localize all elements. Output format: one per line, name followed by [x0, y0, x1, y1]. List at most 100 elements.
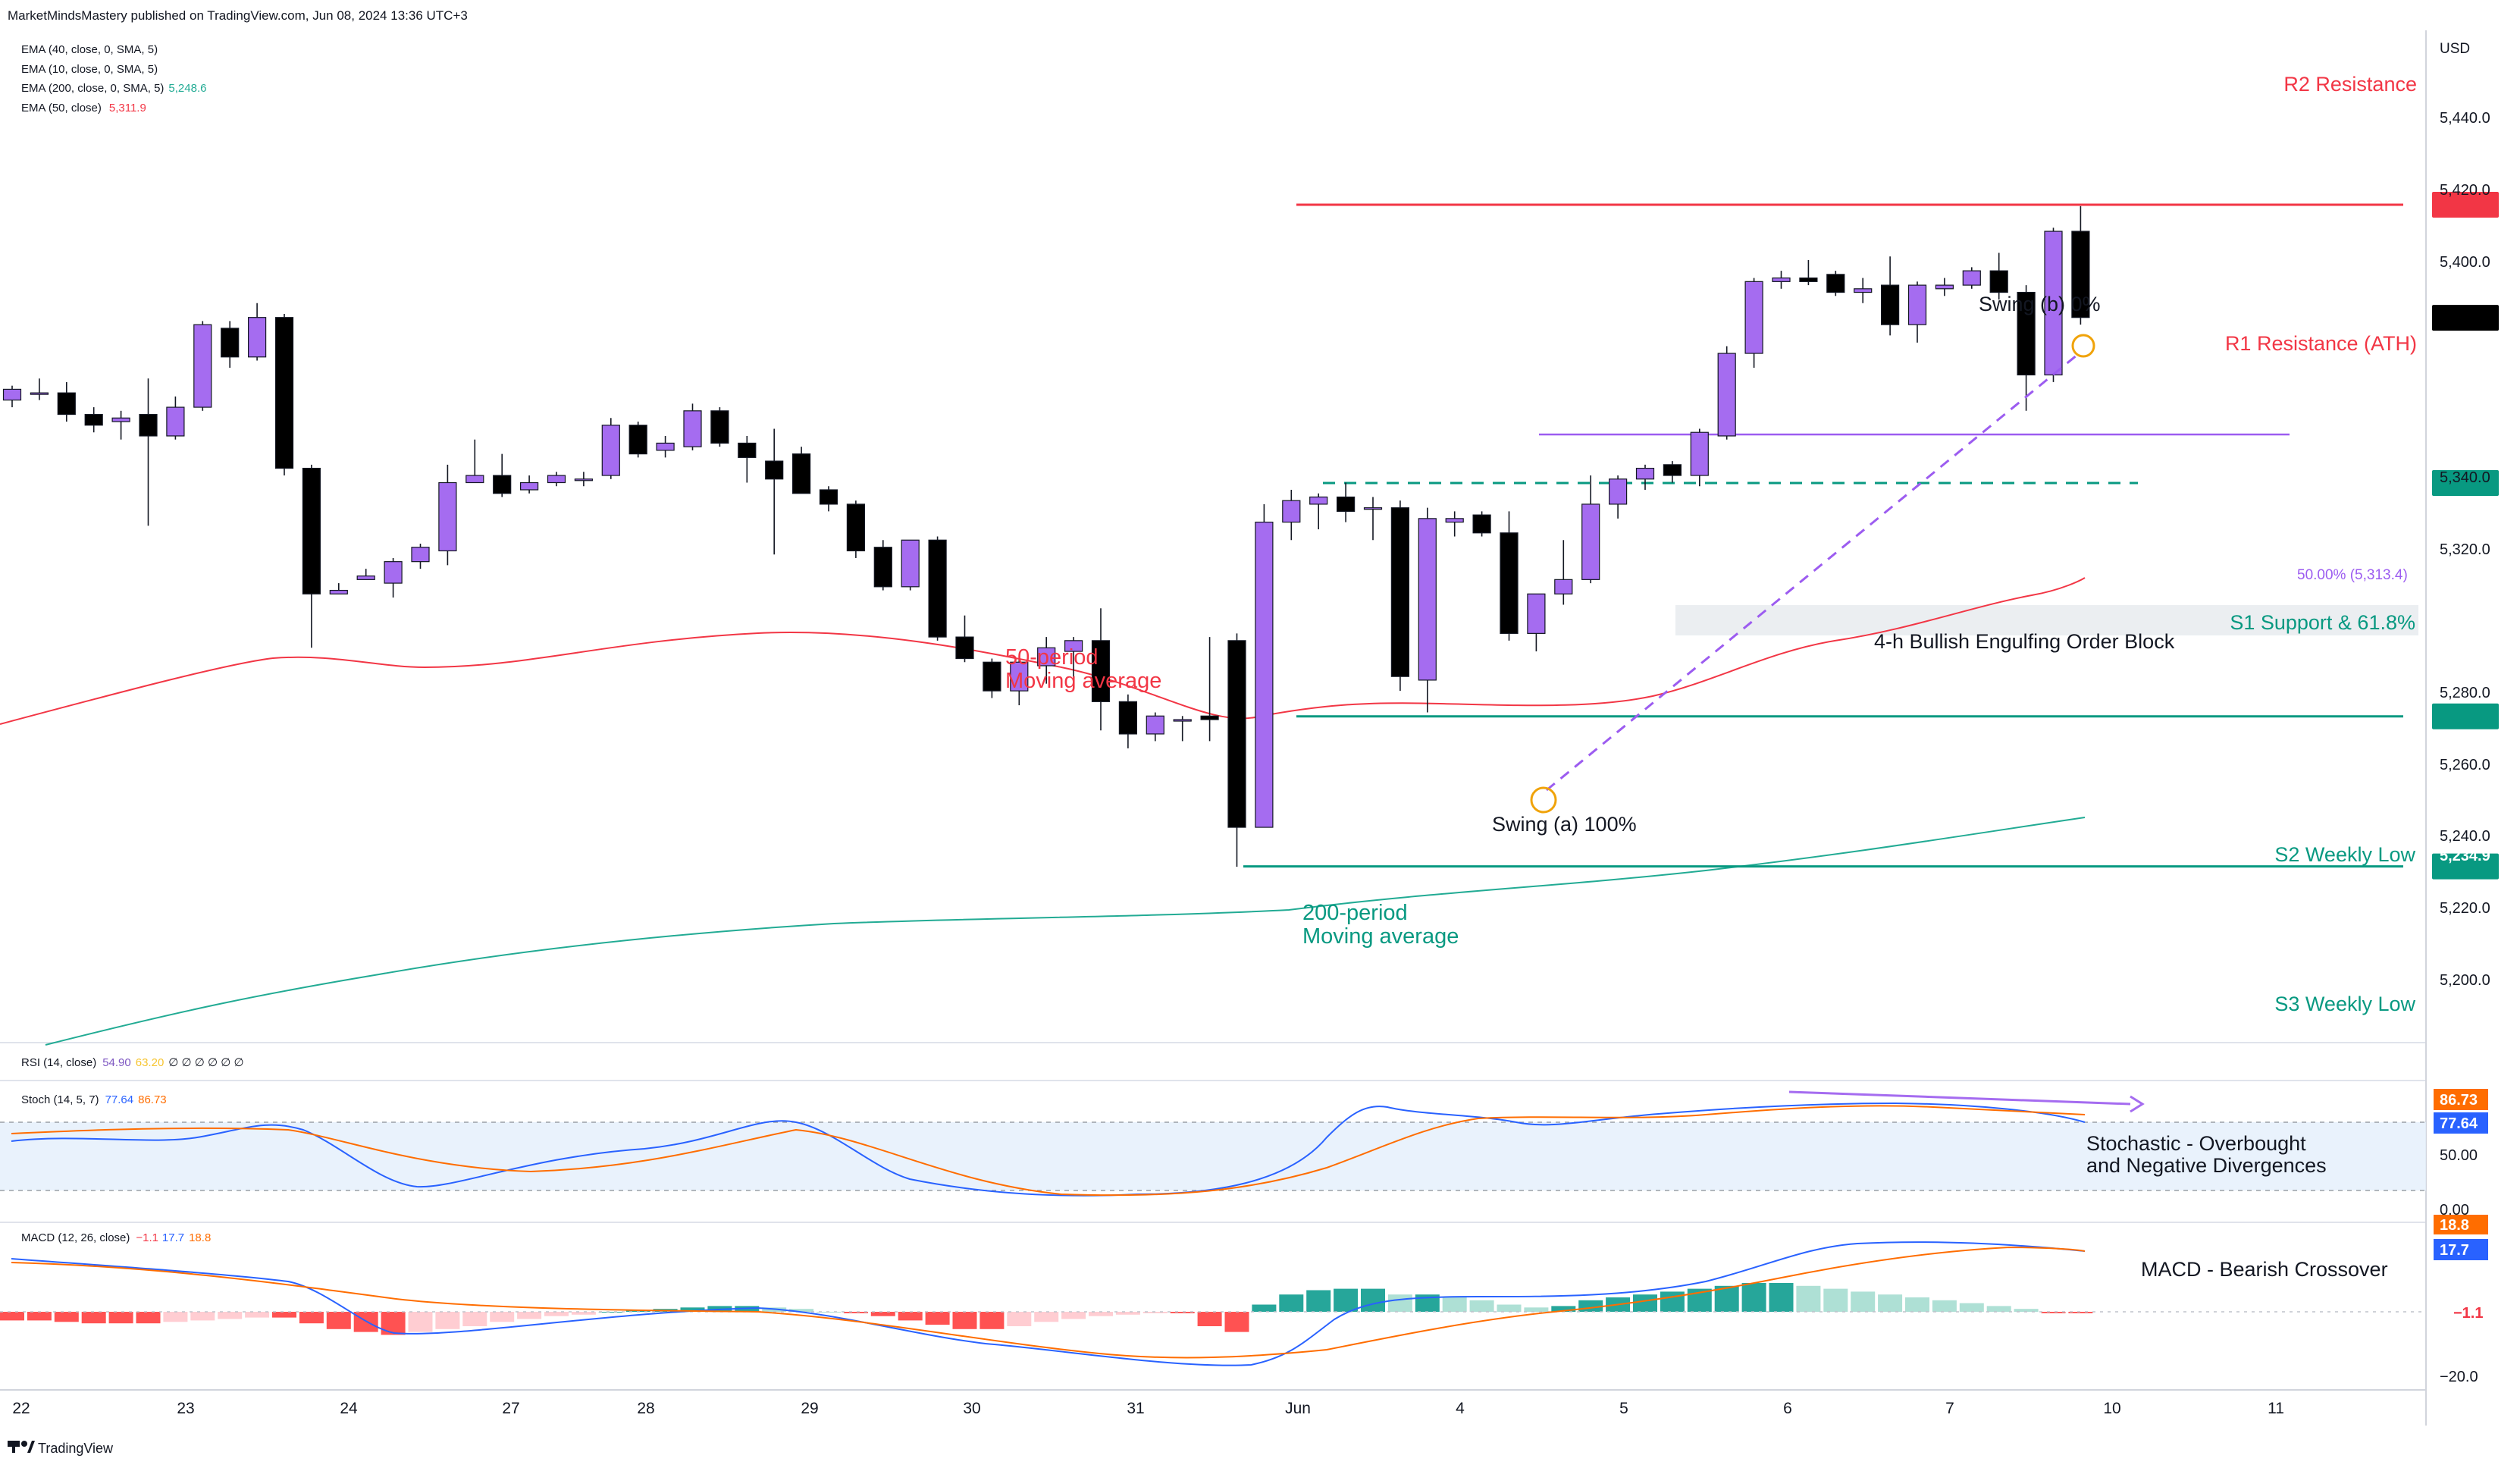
candle[interactable] [1282, 489, 1301, 541]
time-axis[interactable]: 22 23 24 27 28 29 30 31 Jun 4 5 6 7 10 1… [12, 1400, 2284, 1417]
indicator-legend-3[interactable]: EMA (200, close, 0, SMA, 5) 5,248.6 [21, 82, 206, 95]
candle-body [356, 576, 375, 580]
macd-legend[interactable]: MACD (12, 26, close) −1.1 17.7 18.8 [21, 1231, 211, 1244]
candle[interactable] [1907, 281, 1927, 343]
candle[interactable] [1854, 278, 1873, 303]
candle[interactable] [1336, 482, 1356, 522]
candle[interactable] [791, 447, 811, 494]
macd-hist-bar [952, 1312, 977, 1329]
candle[interactable] [1635, 464, 1655, 490]
candle[interactable] [302, 464, 321, 648]
candle[interactable] [1935, 278, 1954, 296]
price-axis[interactable]: 5,440.0 5,420.0 5,400.0 5,340.0 5,320.0 … [2440, 110, 2490, 989]
candle[interactable] [846, 500, 866, 558]
candle[interactable] [574, 472, 594, 487]
candle[interactable] [248, 303, 267, 361]
candle[interactable] [356, 569, 375, 580]
indicator-legend-4[interactable]: EMA (50, close) 5,311.9 [21, 102, 146, 114]
price-tick: 5,200.0 [2440, 972, 2490, 989]
candle[interactable] [1173, 716, 1192, 742]
candle[interactable] [166, 396, 185, 440]
candle[interactable] [1609, 475, 1628, 519]
candle[interactable] [1390, 500, 1410, 692]
candle[interactable] [928, 536, 947, 641]
candle[interactable] [873, 540, 892, 591]
candle[interactable] [57, 381, 76, 422]
candle[interactable] [111, 410, 130, 440]
candle[interactable] [384, 557, 403, 598]
candle[interactable] [1227, 633, 1246, 867]
candle[interactable] [656, 435, 675, 458]
candle-body [384, 561, 403, 584]
candle[interactable] [1445, 511, 1464, 537]
candle[interactable] [1309, 493, 1328, 530]
swing-b-marker[interactable] [2071, 334, 2095, 358]
candle[interactable] [30, 378, 49, 400]
candle[interactable] [901, 539, 920, 591]
candle[interactable] [710, 407, 729, 447]
candle[interactable] [1690, 428, 1709, 487]
candle[interactable] [139, 378, 158, 526]
candle[interactable] [547, 472, 566, 487]
candle[interactable] [955, 615, 974, 663]
candle[interactable] [274, 313, 294, 476]
candle[interactable] [1554, 540, 1573, 605]
candle[interactable] [2017, 285, 2036, 411]
candle[interactable] [438, 464, 457, 566]
candle[interactable] [84, 407, 103, 433]
candle[interactable] [1500, 511, 1519, 641]
candle[interactable] [738, 435, 757, 483]
candle[interactable] [1200, 637, 1219, 742]
candle[interactable] [2, 385, 22, 408]
candle[interactable] [1744, 278, 1763, 368]
candle[interactable] [1064, 637, 1083, 680]
candle[interactable] [329, 583, 348, 594]
candle[interactable] [683, 403, 702, 450]
candle[interactable] [1581, 475, 1600, 584]
macd-hist-bar [1878, 1294, 1903, 1312]
candle[interactable] [411, 543, 430, 569]
candle[interactable] [2044, 227, 2063, 382]
candle[interactable] [1472, 511, 1491, 537]
candles[interactable] [2, 205, 2090, 867]
candle[interactable] [1255, 503, 1274, 828]
candle[interactable] [1799, 259, 1818, 286]
indicator-legend-2[interactable]: EMA (10, close, 0, SMA, 5) [21, 63, 158, 76]
candle[interactable] [519, 475, 539, 494]
candle[interactable] [1527, 593, 1546, 652]
candle[interactable] [983, 658, 1001, 698]
candle[interactable] [465, 439, 484, 484]
candle[interactable] [601, 418, 620, 479]
rsi-legend[interactable]: RSI (14, close) 54.90 63.20 ∅ ∅ ∅ ∅ ∅ ∅ [21, 1056, 244, 1069]
candle[interactable] [493, 453, 512, 497]
indicator-legend-1[interactable]: EMA (40, close, 0, SMA, 5) [21, 43, 158, 56]
candle[interactable] [1118, 694, 1138, 748]
swing-a-marker[interactable] [1530, 786, 1557, 814]
candle[interactable] [1091, 608, 1111, 731]
candle[interactable] [1663, 461, 1682, 483]
candle[interactable] [1881, 256, 1900, 336]
candle[interactable] [1989, 253, 2008, 300]
candle[interactable] [1717, 346, 1736, 440]
drawings[interactable] [1530, 334, 2095, 814]
candle[interactable] [1010, 658, 1029, 706]
macd-note: MACD - Bearish Crossover [2141, 1258, 2388, 1281]
candle[interactable] [1363, 497, 1383, 541]
candle[interactable] [1962, 267, 1981, 289]
horizontal-levels[interactable] [0, 0, 2426, 868]
candle[interactable] [628, 422, 647, 458]
stoch-legend[interactable]: Stoch (14, 5, 7) 77.64 86.73 [21, 1093, 167, 1106]
fib-swing-line[interactable] [1546, 353, 2078, 792]
candle[interactable] [1037, 637, 1056, 684]
candle[interactable] [1418, 507, 1437, 713]
candle[interactable] [2071, 205, 2090, 325]
candle[interactable] [1772, 271, 1791, 289]
candle[interactable] [1826, 271, 1845, 296]
candle[interactable] [765, 428, 784, 555]
candle[interactable] [221, 321, 240, 368]
candle[interactable] [819, 486, 838, 512]
candle[interactable] [193, 321, 212, 411]
candle-body [1989, 270, 2008, 293]
candle[interactable] [1146, 712, 1164, 742]
